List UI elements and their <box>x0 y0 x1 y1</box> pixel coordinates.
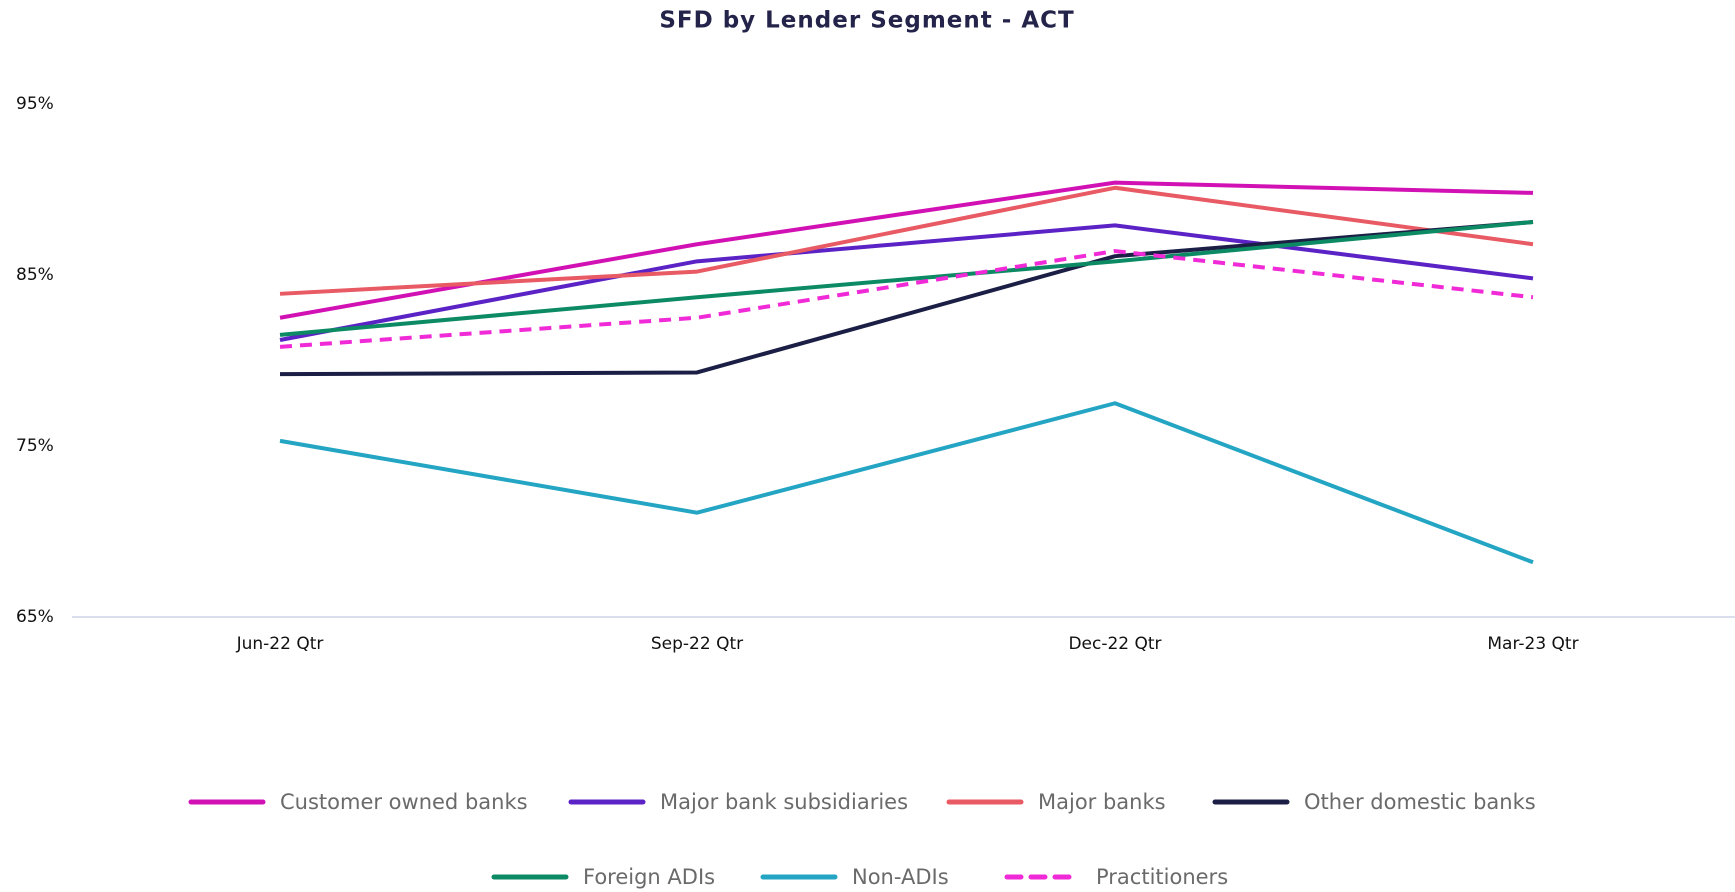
chart-title: SFD by Lender Segment - ACT <box>659 8 1074 34</box>
legend-label: Customer owned banks <box>280 790 528 814</box>
legend-label: Other domestic banks <box>1304 790 1536 814</box>
y-tick-label: 75% <box>16 436 54 456</box>
x-tick-label: Sep-22 Qtr <box>651 634 743 654</box>
series-line <box>279 180 1534 320</box>
x-tick-label: Jun-22 Qtr <box>236 634 324 654</box>
y-tick-label: 65% <box>16 607 54 627</box>
series-line <box>279 223 1534 342</box>
series-line <box>279 185 1534 296</box>
legend-label: Practitioners <box>1096 865 1228 889</box>
y-tick-label: 95% <box>16 94 54 114</box>
series-line <box>279 401 1534 565</box>
legend-label: Non-ADIs <box>852 865 949 889</box>
series-line <box>279 249 1534 349</box>
series-line <box>279 219 1534 377</box>
legend-label: Major banks <box>1038 790 1166 814</box>
x-tick-label: Dec-22 Qtr <box>1068 634 1161 654</box>
legend-label: Foreign ADIs <box>583 865 715 889</box>
x-tick-label: Mar-23 Qtr <box>1487 634 1578 654</box>
y-tick-label: 85% <box>16 265 54 285</box>
legend-label: Major bank subsidiaries <box>660 790 908 814</box>
series-line <box>279 219 1534 337</box>
